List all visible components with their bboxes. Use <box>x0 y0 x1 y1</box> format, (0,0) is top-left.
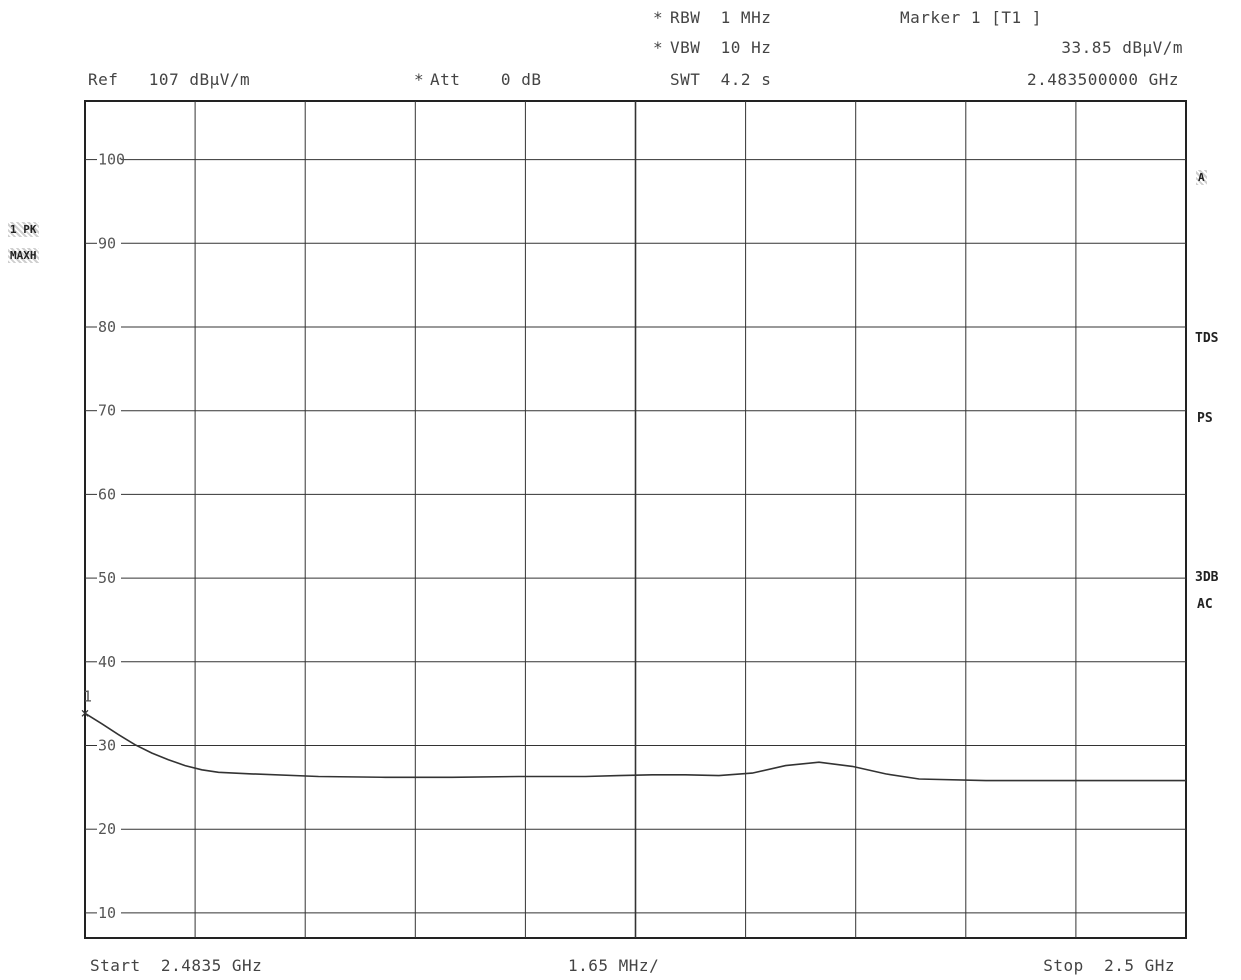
y-tick-label: 100 <box>98 151 125 169</box>
sweep-time: SWT 4.2 s <box>670 70 772 89</box>
y-tick-labels: 100 90 80 70 60 50 40 30 20 10 <box>98 151 125 922</box>
y-tick-label: 60 <box>98 485 116 503</box>
marker-1-symbol <box>81 709 89 717</box>
trace-mode-badge: MAXH <box>8 248 39 263</box>
y-tick-label: 30 <box>98 736 116 754</box>
ac-label: AC <box>1197 597 1213 612</box>
att-asterisk: * <box>414 70 425 89</box>
trace-a-badge: A <box>1196 170 1207 185</box>
y-tick-label: 80 <box>98 318 116 336</box>
vbw-asterisk: * <box>653 38 664 57</box>
y-tick-label: 90 <box>98 234 116 252</box>
marker-frequency: 2.483500000 GHz <box>1027 70 1179 89</box>
rbw-setting: RBW 1 MHz <box>670 8 772 27</box>
vertical-gridlines <box>194 101 1077 938</box>
span-per-division: 1.65 MHz/ <box>568 956 660 975</box>
tds-label: TDS <box>1195 331 1219 346</box>
rbw-asterisk: * <box>653 8 664 27</box>
trace-detector-badge: 1 PK <box>8 222 39 237</box>
reference-level: Ref 107 dBµV/m <box>88 70 251 89</box>
start-frequency: Start 2.4835 GHz <box>90 956 263 975</box>
y-tick-label: 70 <box>98 402 116 420</box>
3db-label: 3DB <box>1195 570 1219 585</box>
vbw-setting: VBW 10 Hz <box>670 38 772 57</box>
marker-level: 33.85 dBµV/m <box>1061 38 1183 57</box>
y-tick-label: 50 <box>98 569 116 587</box>
attenuation: Att 0 dB <box>430 70 542 89</box>
y-tick-label: 20 <box>98 820 116 838</box>
stop-frequency: Stop 2.5 GHz <box>1043 956 1175 975</box>
ps-label: PS <box>1197 411 1213 426</box>
y-tick-label: 40 <box>98 653 116 671</box>
trace-line <box>84 712 1186 782</box>
marker-title: Marker 1 [T1 ] <box>900 8 1042 27</box>
marker-1-label: 1 <box>83 687 92 705</box>
y-tick-label: 10 <box>98 904 116 922</box>
horizontal-gridlines <box>85 159 1186 914</box>
